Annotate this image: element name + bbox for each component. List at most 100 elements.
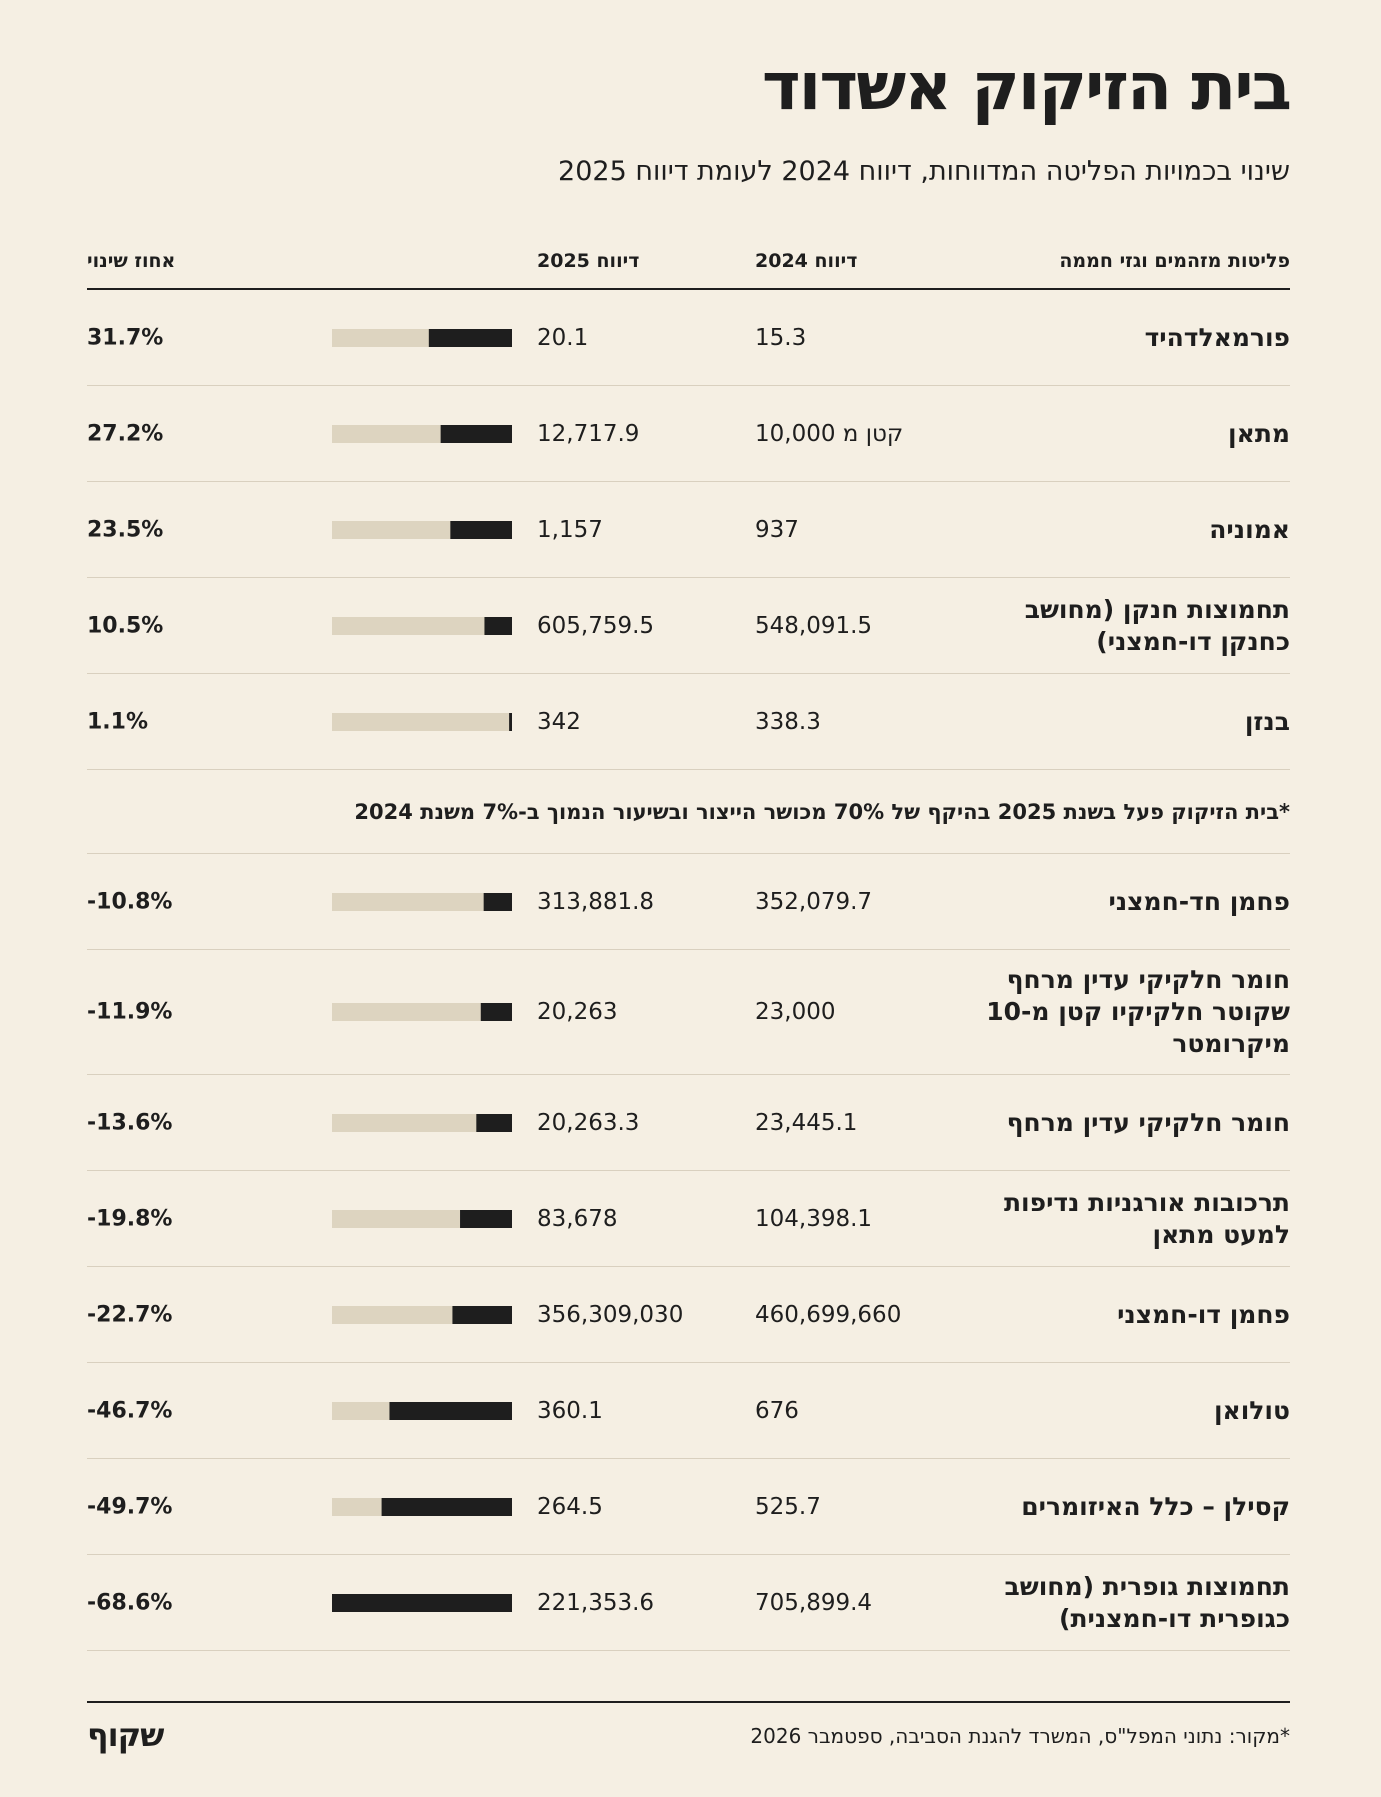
column-header: פליטות מזהמים וגזי חממה <box>1059 250 1290 272</box>
table-row: בנזן 338.3 342 1.1% <box>87 674 1290 770</box>
subtitle: שינוי בכמויות הפליטה המדווחות, דיווח 202… <box>558 156 1290 187</box>
change-percent: -22.7% <box>87 1302 173 1327</box>
report-2024: קטן מ 10,000 <box>755 420 904 447</box>
report-2024: 548,091.5 <box>755 612 873 639</box>
change-percent: 31.7% <box>87 325 164 350</box>
change-percent: -68.6% <box>87 1590 173 1615</box>
change-percent: -10.8% <box>87 889 173 914</box>
change-percent: 27.2% <box>87 421 164 446</box>
pollutant: טולואן <box>1213 1395 1290 1425</box>
logo: שקוף <box>87 1716 164 1754</box>
report-2024: 104,398.1 <box>755 1205 873 1232</box>
pollutant: חומר חלקיקי עדין מרחף שקוטר חלקיקיו קטן … <box>986 965 1290 1058</box>
title: בית הזיקוק אשדוד <box>761 48 1292 125</box>
bar-track <box>332 1003 512 1021</box>
change-bar <box>332 616 512 635</box>
pollutant: מתאן <box>1228 418 1290 448</box>
bar-track <box>332 712 512 731</box>
change-bar <box>332 1209 512 1228</box>
bar <box>483 892 512 911</box>
pollutant: תחמוצות גופרית (מחושב כגופרית דו-חמצנית) <box>1004 1571 1290 1633</box>
change-percent: -49.7% <box>87 1494 173 1519</box>
note: *בית הזיקוק פעל בשנת 2025 בהיקף של 70% מ… <box>354 799 1290 824</box>
table-row: תחמוצות חנקן (מחושב כחנקן דו-חמצני) 548,0… <box>87 578 1290 674</box>
report-2025: 20,263.3 <box>537 1109 640 1136</box>
report-2024: 460,699,660 <box>755 1301 902 1328</box>
report-2025: 83,678 <box>537 1205 618 1232</box>
column-header: דיווח 2025 <box>537 250 640 272</box>
report-2024: 676 <box>755 1397 799 1424</box>
pollutant: פחמן חד-חמצני <box>1108 886 1290 916</box>
change-percent: 1.1% <box>87 709 149 734</box>
change-bar <box>332 520 512 539</box>
report-2025: 20,263 <box>537 999 618 1025</box>
bar <box>509 712 512 731</box>
table-row: פורמאלדהיד 15.3 20.1 31.7% <box>87 290 1290 386</box>
change-bar <box>332 1497 512 1516</box>
table-header: פליטות מזהמים וגזי חממה דיווח 2024 דיווח… <box>87 240 1290 290</box>
pollutant: תחמוצות חנקן (מחושב כחנקן דו-חמצני) <box>1024 594 1290 656</box>
bar <box>460 1209 512 1228</box>
table-row: מתאן קטן מ 10,000 12,717.9 27.2% <box>87 386 1290 482</box>
report-2025: 20.1 <box>537 324 589 351</box>
change-bar <box>332 712 512 731</box>
pollutant: חומר חלקיקי עדין מרחף <box>1006 1107 1290 1137</box>
note-row: *בית הזיקוק פעל בשנת 2025 בהיקף של 70% מ… <box>87 770 1290 854</box>
bar <box>428 328 512 347</box>
report-2025: 313,881.8 <box>537 888 655 915</box>
bar <box>452 1305 512 1324</box>
change-bar <box>332 1593 512 1612</box>
change-percent: 23.5% <box>87 517 164 542</box>
bar <box>389 1401 512 1420</box>
change-bar <box>332 1113 512 1132</box>
report-2025: 605,759.5 <box>537 612 655 639</box>
change-bar <box>332 328 512 347</box>
bar <box>480 1003 512 1021</box>
report-2025: 264.5 <box>537 1493 603 1520</box>
report-2024: 705,899.4 <box>755 1589 873 1616</box>
report-2024: 352,079.7 <box>755 888 873 915</box>
report-2024: 23,445.1 <box>755 1109 858 1136</box>
bar <box>450 520 512 539</box>
pollutant: קסילן – כלל האיזומרים <box>1021 1491 1290 1521</box>
table-row: חומר חלקיקי עדין מרחף 23,445.1 20,263.3 -13… <box>87 1075 1290 1171</box>
change-bar <box>332 1003 512 1021</box>
report-2024: 937 <box>755 516 799 543</box>
bar-track <box>332 616 512 635</box>
report-2025: 342 <box>537 708 581 735</box>
table-row: פחמן חד-חמצני 352,079.7 313,881.8 -10.8% <box>87 854 1290 950</box>
bar-track <box>332 1113 512 1132</box>
report-2025: 360.1 <box>537 1397 603 1424</box>
bar <box>440 424 512 443</box>
column-header: אחוז שינוי <box>87 250 176 272</box>
report-2025: 356,309,030 <box>537 1301 684 1328</box>
report-2025: 12,717.9 <box>537 420 640 447</box>
table-row: קסילן – כלל האיזומרים 525.7 264.5 -49.7% <box>87 1459 1290 1555</box>
change-percent: -11.9% <box>87 999 173 1025</box>
column-header: דיווח 2024 <box>755 250 858 272</box>
table-row: חומר חלקיקי עדין מרחף שקוטר חלקיקיו קטן … <box>87 950 1290 1075</box>
table-row: תרכובות אורגניות נדיפות למעט מתאן 104,398… <box>87 1171 1290 1267</box>
table-row: פחמן דו-חמצני 460,699,660 356,309,030 -22.7… <box>87 1267 1290 1363</box>
report-2024: 338.3 <box>755 708 821 735</box>
source: *מקור: נתוני המפל"ס, המשרד להגנת הסביבה,… <box>750 1724 1290 1748</box>
table-row: טולואן 676 360.1 -46.7% <box>87 1363 1290 1459</box>
table: פליטות מזהמים וגזי חממה דיווח 2024 דיווח… <box>87 240 1290 1651</box>
pollutant: בנזן <box>1244 706 1290 736</box>
change-bar <box>332 1401 512 1420</box>
bar <box>381 1497 512 1516</box>
report-2025: 221,353.6 <box>537 1589 655 1616</box>
pollutant: פחמן דו-חמצני <box>1117 1299 1290 1329</box>
bar <box>332 1593 512 1612</box>
table-row: תחמוצות גופרית (מחושב כגופרית דו-חמצנית)… <box>87 1555 1290 1651</box>
report-2024: 525.7 <box>755 1493 821 1520</box>
change-bar <box>332 424 512 443</box>
change-percent: -19.8% <box>87 1206 173 1231</box>
change-percent: -13.6% <box>87 1110 173 1135</box>
pollutant: אמוניה <box>1209 514 1290 544</box>
table-row: אמוניה 937 1,157 23.5% <box>87 482 1290 578</box>
change-percent: -46.7% <box>87 1398 173 1423</box>
pollutant: פורמאלדהיד <box>1144 322 1290 352</box>
pollutant: תרכובות אורגניות נדיפות למעט מתאן <box>1003 1187 1290 1249</box>
